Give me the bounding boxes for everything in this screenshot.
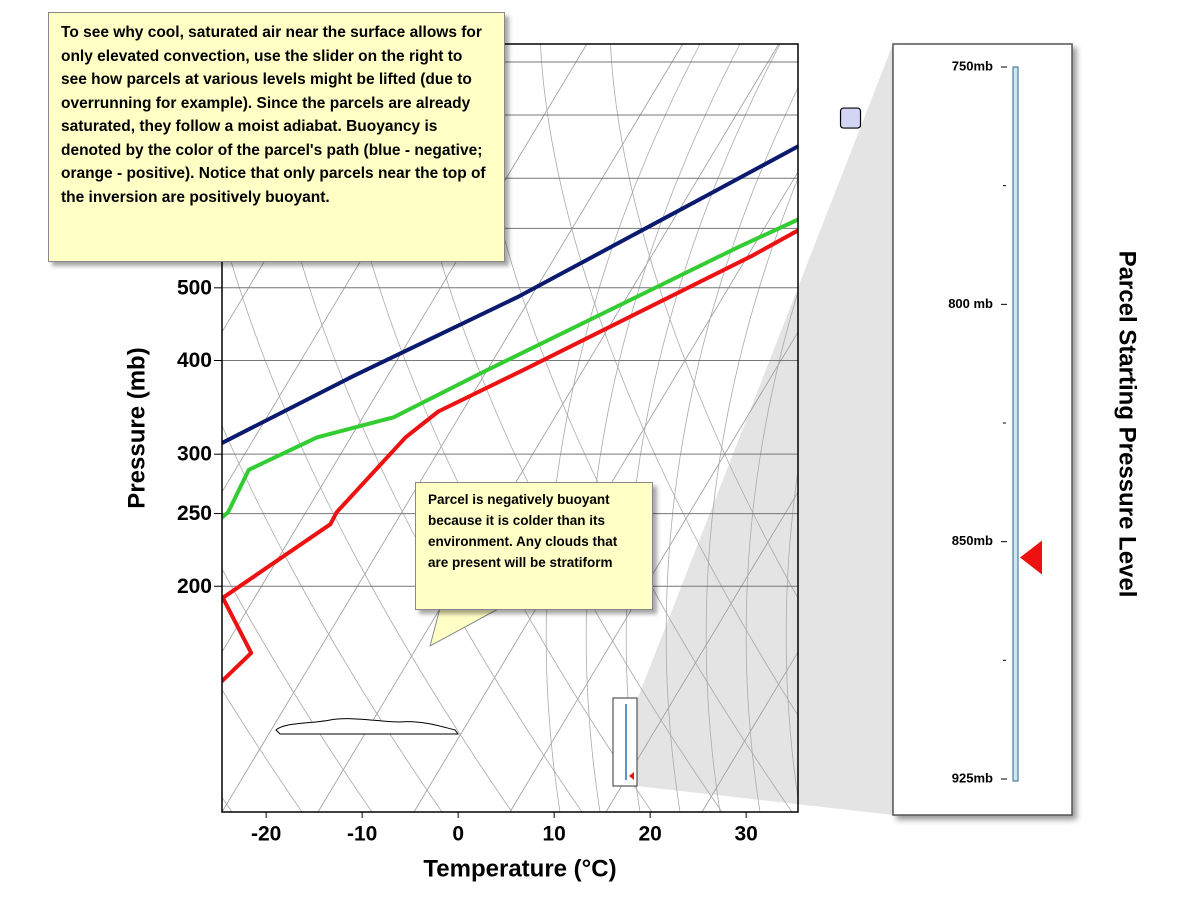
moist-adiabat-line bbox=[625, 44, 781, 812]
sounding bbox=[222, 144, 798, 684]
adiabat-line bbox=[222, 424, 443, 812]
adiabat-line bbox=[222, 228, 513, 812]
x-tick-label: -20 bbox=[251, 823, 281, 846]
slider-track[interactable] bbox=[1012, 66, 1019, 782]
sounding-line bbox=[222, 228, 798, 684]
moist-adiabat-line bbox=[745, 290, 798, 812]
y-tick-label: 500 bbox=[177, 276, 212, 299]
parcel-callout: Parcel is negatively buoyant because it … bbox=[415, 482, 653, 610]
slider-tick-label: 750mb bbox=[952, 58, 993, 73]
plot-frame bbox=[221, 43, 799, 813]
y-tick-label: 250 bbox=[177, 502, 212, 525]
adiabat-line bbox=[0, 44, 22, 812]
moist-adiabat-line bbox=[705, 177, 798, 812]
info-callout: To see why cool, saturated air near the … bbox=[48, 12, 505, 262]
slider[interactable]: 750mb 800 mb 850mb 925mb bbox=[948, 58, 1042, 785]
slider-tick-label: 925mb bbox=[952, 770, 993, 785]
y-tick-label: 200 bbox=[177, 575, 212, 598]
adiabat-line bbox=[610, 44, 798, 599]
slider-title: Parcel Starting Pressure Level bbox=[1114, 251, 1141, 598]
x-tick-label: -10 bbox=[347, 823, 377, 846]
x-tick-label: 30 bbox=[734, 823, 757, 846]
isotherm-line bbox=[605, 491, 798, 812]
sounding-line bbox=[222, 144, 798, 446]
adiabat-line bbox=[540, 44, 798, 717]
y-tick-label: 400 bbox=[177, 349, 212, 372]
x-tick-label: 10 bbox=[542, 823, 565, 846]
moist-adiabat-line bbox=[585, 44, 741, 812]
slider-panel bbox=[892, 43, 1073, 816]
slider-tick-label: 800 mb bbox=[948, 296, 993, 311]
y-axis-title: Pressure (mb) bbox=[123, 347, 150, 508]
isotherm-line bbox=[222, 44, 684, 812]
sounding-line bbox=[222, 217, 798, 521]
moist-adiabat-line bbox=[665, 86, 798, 812]
slider-thumb[interactable] bbox=[1020, 540, 1042, 575]
cloud bbox=[275, 718, 459, 735]
x-tick-label: 0 bbox=[452, 823, 464, 846]
mini-slider bbox=[612, 697, 638, 787]
moist-adiabat-line bbox=[545, 44, 701, 812]
x-axis-title: Temperature (°C) bbox=[423, 855, 616, 882]
parcel-marker bbox=[839, 107, 862, 129]
y-tick-label: 300 bbox=[177, 443, 212, 466]
isotherm-line bbox=[0, 44, 11, 812]
isotherm-line bbox=[317, 44, 780, 812]
mini-slider-thumb bbox=[629, 772, 634, 780]
slider-tick-label: 850mb bbox=[952, 533, 993, 548]
x-tick-label: 20 bbox=[638, 823, 661, 846]
moist-adiabat-line bbox=[785, 468, 798, 802]
adiabat-line bbox=[222, 567, 373, 812]
